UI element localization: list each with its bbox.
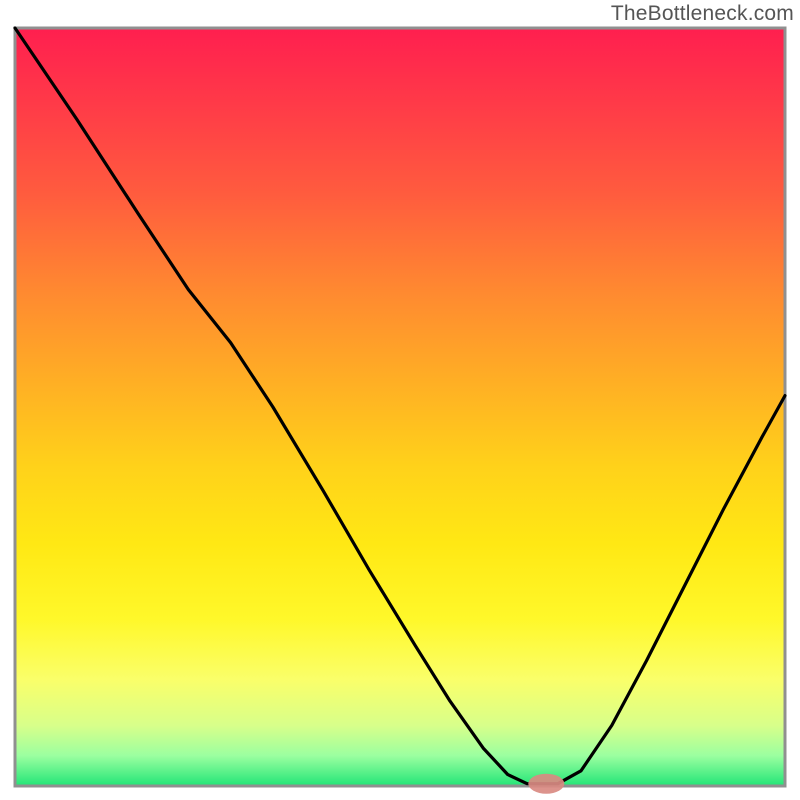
- watermark-text: TheBottleneck.com: [611, 2, 794, 26]
- plot-background: [15, 28, 785, 786]
- bottleneck-chart: TheBottleneck.com: [0, 0, 800, 800]
- chart-svg: [0, 0, 800, 800]
- optimal-marker: [528, 774, 564, 794]
